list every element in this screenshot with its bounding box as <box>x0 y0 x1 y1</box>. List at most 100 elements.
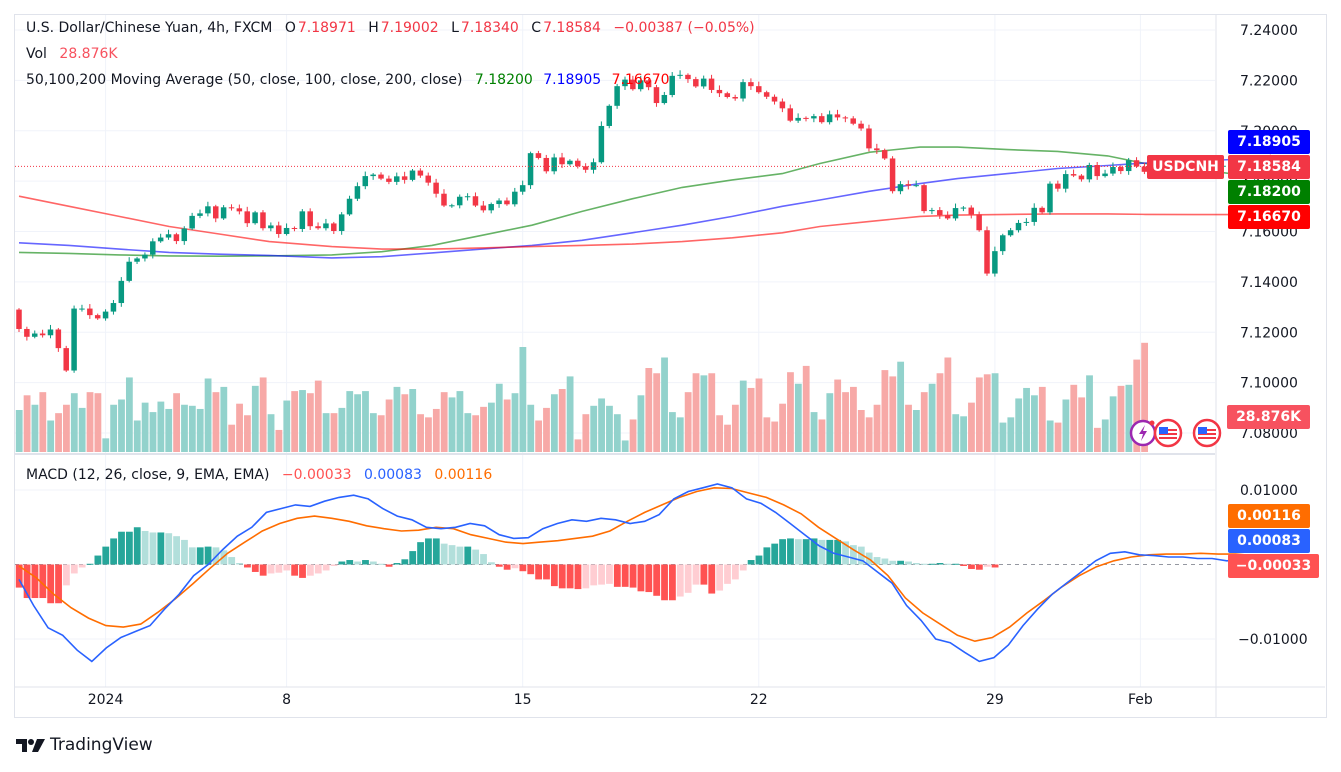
macd-histogram-bar <box>936 563 944 565</box>
macd-histogram-bar <box>944 563 952 565</box>
candle <box>606 104 612 129</box>
macd-histogram-bar <box>283 564 291 571</box>
volume-bar <box>613 414 621 452</box>
macd-histogram-bar <box>582 564 590 589</box>
candle-body <box>732 96 738 99</box>
macd-histogram-bar <box>362 560 369 565</box>
volume-bar <box>102 438 110 452</box>
volume-bar <box>15 410 23 452</box>
macd-histogram-bar <box>306 564 314 576</box>
candle <box>79 304 85 312</box>
macd-line <box>18 483 1271 663</box>
candle <box>622 76 628 90</box>
volume-bar <box>865 417 873 452</box>
candle-body <box>157 237 164 242</box>
macd-histogram-bar <box>55 564 62 604</box>
candle-body <box>228 207 235 209</box>
candle-body <box>496 200 502 205</box>
candle-body <box>818 116 825 123</box>
volume-bar <box>873 404 881 452</box>
macd-histogram-bar <box>118 531 125 565</box>
candle <box>165 229 172 240</box>
volume-bar <box>645 368 653 452</box>
macd-histogram-bar <box>889 560 897 565</box>
candle <box>795 113 801 123</box>
macd-histogram-bar <box>251 564 259 572</box>
candle <box>1055 180 1061 192</box>
candle <box>512 187 518 207</box>
volume-bar <box>1023 387 1030 452</box>
tradingview-logo-text: TradingView <box>50 735 153 755</box>
ma200-value: 7.16670 <box>611 72 670 88</box>
candle-body <box>905 184 912 186</box>
volume-bar <box>125 377 133 452</box>
volume-bar <box>425 417 432 452</box>
volume-bar <box>503 399 511 452</box>
candle-body <box>913 185 919 187</box>
macd-histogram-bar <box>676 564 684 597</box>
macd-histogram-bar <box>314 564 322 574</box>
candle-body <box>984 230 990 274</box>
macd-histogram-bar <box>905 561 912 565</box>
volume-legend: Vol 28.876K <box>26 46 120 62</box>
macd-histogram-bar <box>228 557 236 565</box>
volume-bar <box>1031 395 1038 452</box>
volume-bar <box>330 413 338 452</box>
tradingview-logo[interactable]: TradingView <box>16 735 153 755</box>
candle <box>252 210 258 225</box>
volume-bar <box>1046 420 1054 452</box>
volume-bar <box>920 392 928 452</box>
volume-bar <box>731 404 739 452</box>
candlesticks <box>16 70 1274 373</box>
change-value: −0.00387 (−0.05%) <box>613 20 755 36</box>
macd-histogram-bar <box>763 547 771 565</box>
volume-bar <box>826 393 834 452</box>
volume-bar <box>983 374 991 452</box>
candle-body <box>1031 207 1037 222</box>
candle-body <box>803 117 809 119</box>
candle-body <box>31 333 38 337</box>
tradingview-logo-icon <box>16 739 45 752</box>
candle <box>771 94 778 105</box>
volume-bar <box>936 373 944 452</box>
candle <box>669 72 675 98</box>
macd-histogram-bar <box>692 564 700 585</box>
candle-body <box>992 251 998 274</box>
candle-body <box>1000 235 1006 252</box>
candle-body <box>370 174 376 177</box>
candle <box>756 81 762 94</box>
candle-body <box>307 211 313 227</box>
macd-histogram-bar <box>543 564 550 580</box>
volume-bar <box>842 392 849 452</box>
candle <box>449 203 455 208</box>
candle-body <box>1141 166 1148 172</box>
candle <box>433 178 439 198</box>
candle-body <box>346 198 353 215</box>
lightning-event-icon[interactable] <box>1129 419 1157 447</box>
candle-body <box>220 207 227 219</box>
candle-body <box>598 125 605 163</box>
volume-bar <box>385 399 393 452</box>
candle <box>527 151 534 189</box>
macd-histogram-bar <box>102 546 110 565</box>
candle <box>386 175 392 185</box>
price-axis-label: 7.24000 <box>1240 23 1298 39</box>
macd-histogram-bar <box>613 564 621 587</box>
volume-bar <box>369 413 377 452</box>
candle <box>464 193 471 201</box>
candle <box>417 168 424 178</box>
volume-bar <box>755 378 763 452</box>
macd-histogram-bar <box>78 564 86 568</box>
volume-bar <box>889 376 897 452</box>
us-flag-event-icon[interactable] <box>1192 418 1222 448</box>
us-flag-event-icon[interactable] <box>1153 418 1183 448</box>
candle-body <box>614 86 620 106</box>
candle-body <box>480 205 487 211</box>
volume-bar <box>244 415 251 452</box>
volume-bar <box>1117 385 1125 452</box>
candle-body <box>968 207 975 215</box>
candle <box>748 78 754 90</box>
candle <box>653 84 660 107</box>
candle <box>1102 169 1108 178</box>
